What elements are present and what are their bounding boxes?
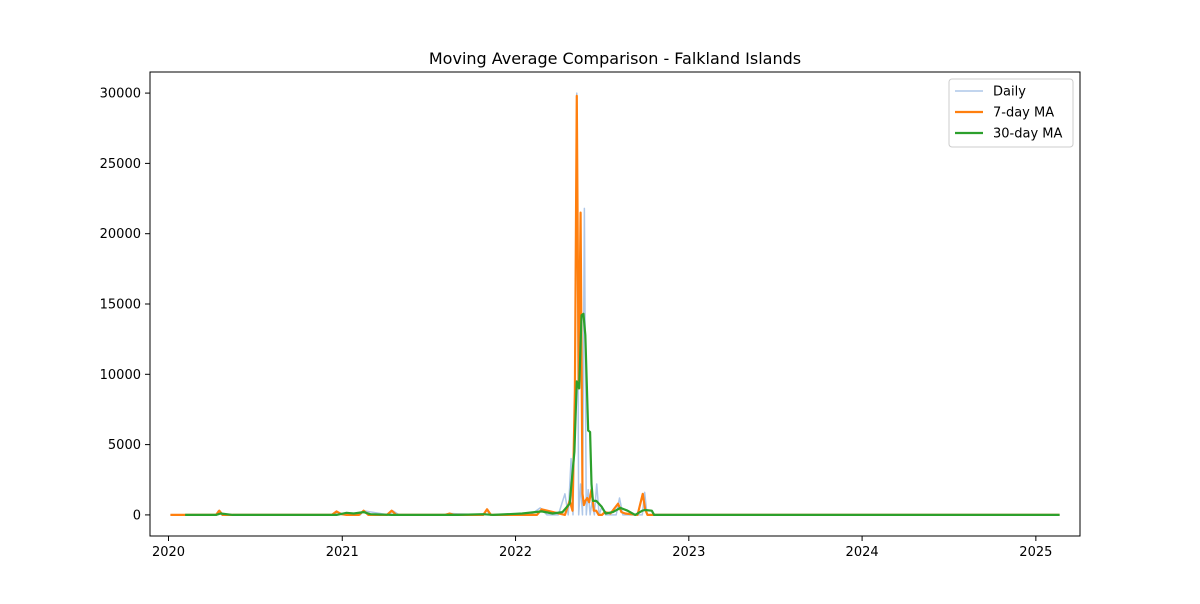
x-tick-label: 2025 — [1019, 545, 1052, 560]
y-axis: 0 5000 10000 15000 20000 25000 30000 — [100, 87, 150, 523]
y-tick-label: 20000 — [100, 227, 141, 242]
legend-label: 30-day MA — [993, 127, 1062, 142]
legend: Daily 7-day MA 30-day MA — [948, 78, 1074, 148]
y-tick-label: 25000 — [100, 157, 141, 172]
x-tick-label: 2022 — [499, 545, 532, 560]
series-layer — [170, 92, 1060, 517]
x-tick-label: 2023 — [672, 545, 705, 560]
y-tick-label: 30000 — [100, 87, 141, 102]
legend-label: 7-day MA — [993, 106, 1054, 121]
y-tick-label: 5000 — [108, 438, 141, 453]
legend-label: Daily — [993, 85, 1026, 100]
x-tick-label: 2021 — [326, 545, 359, 560]
y-tick-label: 10000 — [100, 368, 141, 383]
chart-title: Moving Average Comparison - Falkland Isl… — [429, 49, 801, 68]
y-tick-label: 0 — [133, 508, 141, 523]
x-axis: 2020 2021 2022 2023 2024 2025 — [152, 536, 1052, 560]
x-tick-label: 2020 — [152, 545, 185, 560]
x-tick-label: 2024 — [846, 545, 879, 560]
legend-box — [948, 78, 1074, 148]
series-line-ma30 — [185, 312, 1060, 517]
y-tick-label: 15000 — [100, 298, 141, 313]
